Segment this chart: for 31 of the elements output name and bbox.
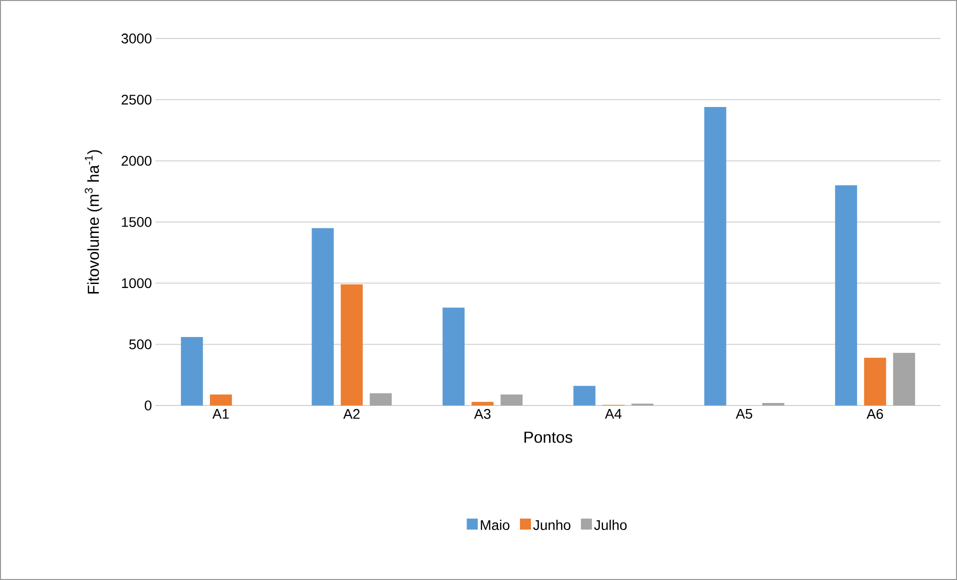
x-tick-label: A2 — [343, 409, 360, 419]
y-tick-label: 2000 — [122, 156, 152, 166]
bar — [442, 308, 465, 406]
bar — [370, 393, 392, 406]
x-tick-label: A3 — [474, 409, 490, 419]
y-tick-label: 1000 — [122, 278, 152, 288]
y-axis-title: Fitovolume (m$^{3}$ ha$^{-1}$) — [84, 150, 102, 294]
bar — [472, 402, 494, 406]
legend-label: Maio — [480, 520, 510, 530]
y-tick-label: 2500 — [122, 94, 152, 105]
bar — [340, 284, 363, 406]
x-tick-label: A1 — [212, 409, 229, 419]
bar — [893, 352, 916, 406]
bar — [864, 358, 886, 406]
bar — [500, 394, 523, 406]
y-tick-label: 0 — [144, 400, 152, 410]
y-tick-label: 3000 — [121, 34, 152, 44]
x-tick-label: A5 — [736, 409, 752, 419]
x-tick-label: A4 — [604, 409, 622, 419]
y-tick-label: 500 — [129, 339, 152, 350]
y-tick-label: 1500 — [122, 217, 152, 227]
bar — [210, 394, 232, 406]
bar — [312, 228, 334, 406]
x-tick-label: A6 — [866, 409, 884, 419]
legend-label: Junho — [533, 520, 570, 530]
bar — [573, 386, 596, 406]
x-axis-title: Pontos — [524, 432, 572, 443]
bar — [835, 185, 858, 406]
legend-label: Julho — [594, 520, 627, 530]
bar — [180, 336, 203, 406]
bar — [704, 107, 726, 406]
